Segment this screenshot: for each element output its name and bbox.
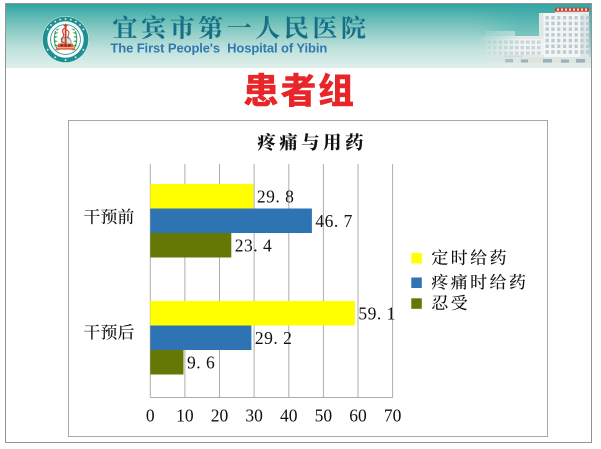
svg-text:40: 40 <box>280 406 298 426</box>
svg-text:9. 6: 9. 6 <box>187 352 215 372</box>
svg-text:0: 0 <box>146 406 155 426</box>
svg-text:29. 2: 29. 2 <box>255 328 293 348</box>
svg-text:20: 20 <box>211 406 229 426</box>
svg-text:70: 70 <box>384 406 402 426</box>
svg-text:46. 7: 46. 7 <box>315 211 353 231</box>
svg-text:10: 10 <box>176 406 194 426</box>
svg-text:23. 4: 23. 4 <box>235 235 272 255</box>
svg-text:The First People's Hospital o: The First People's Hospital of Yibin <box>110 41 327 56</box>
svg-text:59. 1: 59. 1 <box>358 303 396 323</box>
svg-text:50: 50 <box>315 406 333 426</box>
svg-text:30: 30 <box>245 406 263 426</box>
svg-text:60: 60 <box>349 406 367 426</box>
svg-text:29. 8: 29. 8 <box>257 186 295 206</box>
